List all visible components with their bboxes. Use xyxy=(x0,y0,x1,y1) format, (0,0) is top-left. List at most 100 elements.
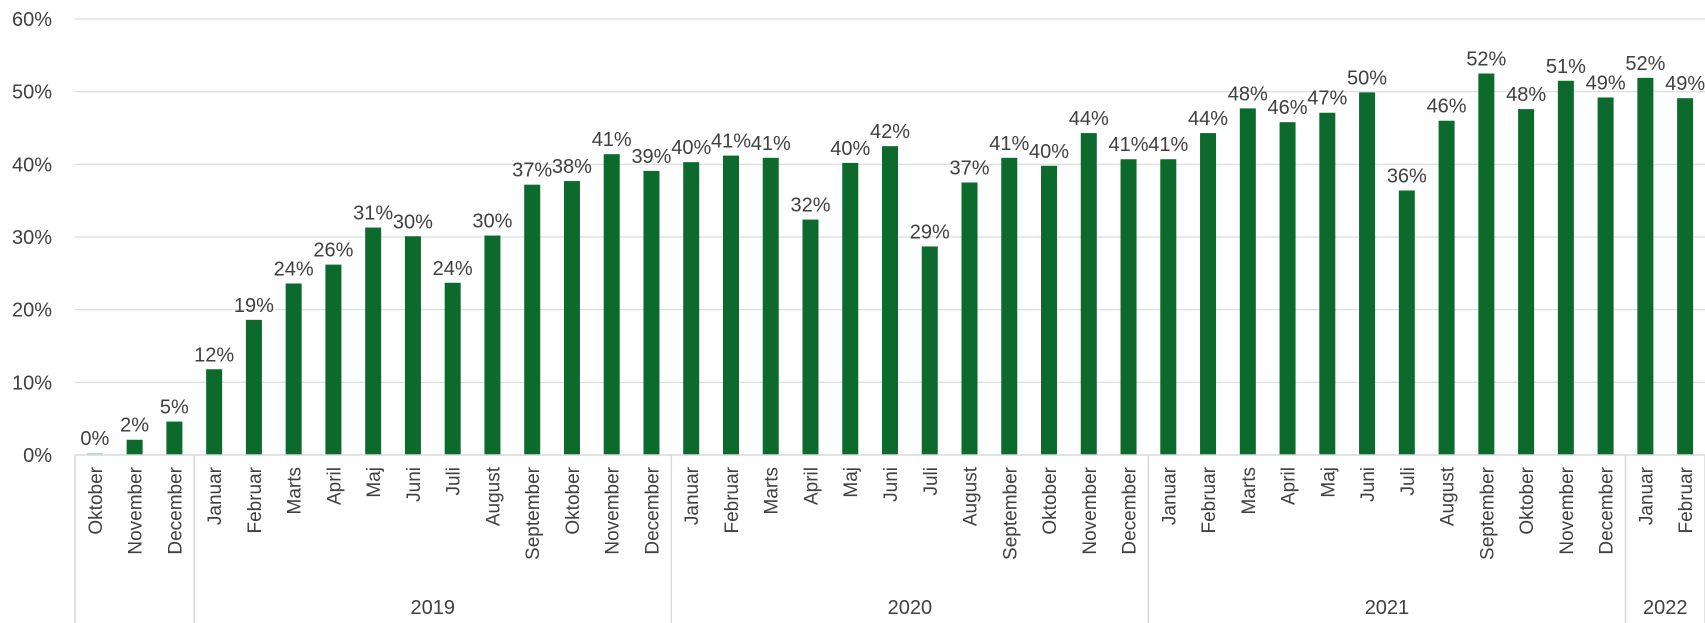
category-label: September xyxy=(1000,466,1021,560)
data-label: 47% xyxy=(1307,88,1347,110)
bar xyxy=(1239,108,1256,455)
data-label: 38% xyxy=(552,156,592,178)
category-label: December xyxy=(165,466,186,554)
bar xyxy=(1001,157,1018,455)
bar xyxy=(842,162,859,455)
y-tick-label: 0% xyxy=(23,445,52,467)
group-label: 2020 xyxy=(888,597,933,619)
bar xyxy=(1518,109,1535,456)
data-label: 48% xyxy=(1228,83,1268,105)
category-label: Juni xyxy=(404,467,425,502)
bar xyxy=(603,154,620,455)
category-label: September xyxy=(523,466,544,560)
category-label: November xyxy=(126,466,147,554)
data-label: 36% xyxy=(1387,165,1427,187)
bar xyxy=(1478,73,1495,455)
category-label: Juni xyxy=(881,467,902,502)
category-label: November xyxy=(1080,466,1101,554)
data-label: 44% xyxy=(1069,108,1109,130)
bar xyxy=(166,421,183,455)
bar xyxy=(325,264,342,455)
bar xyxy=(86,452,103,455)
bar xyxy=(643,170,660,455)
group-label: 2022 xyxy=(1643,597,1688,619)
data-label: 24% xyxy=(274,259,314,281)
bar xyxy=(1637,77,1654,456)
data-label: 41% xyxy=(989,133,1029,155)
data-label: 41% xyxy=(592,129,632,151)
data-label: 50% xyxy=(1347,67,1387,89)
data-label: 49% xyxy=(1665,73,1705,95)
category-label: Juli xyxy=(921,467,942,496)
category-label: Februar xyxy=(722,466,743,533)
data-label: 52% xyxy=(1466,49,1506,71)
bar xyxy=(1041,165,1058,455)
data-label: 30% xyxy=(472,211,512,233)
bars xyxy=(86,73,1694,456)
data-label: 52% xyxy=(1625,53,1665,75)
category-label: Marts xyxy=(1239,467,1260,515)
bar xyxy=(762,157,779,455)
data-label: 41% xyxy=(1109,134,1149,156)
bar xyxy=(563,181,580,455)
bar xyxy=(206,369,223,455)
category-label: April xyxy=(801,467,822,505)
category-label: Januar xyxy=(1636,466,1657,525)
category-label: Januar xyxy=(682,466,703,525)
bar xyxy=(683,162,700,456)
category-label: August xyxy=(961,466,982,526)
group-label: 2021 xyxy=(1365,597,1410,619)
bar xyxy=(126,439,143,455)
data-label: 44% xyxy=(1188,108,1228,130)
category-label: Oktober xyxy=(1040,466,1061,534)
y-tick-label: 40% xyxy=(12,154,52,176)
data-label: 2% xyxy=(120,415,149,437)
data-label: 29% xyxy=(910,221,950,243)
bar xyxy=(1557,80,1574,456)
category-label: September xyxy=(1477,466,1498,560)
data-label: 19% xyxy=(234,295,274,317)
y-axis-ticks: 0% 10% 20% 30% 40% 50% 60% xyxy=(12,9,52,467)
bar xyxy=(1597,97,1614,455)
data-label: 46% xyxy=(1427,96,1467,118)
bar xyxy=(802,219,819,455)
data-label: 39% xyxy=(631,146,671,168)
category-label: November xyxy=(1557,466,1578,554)
y-tick-label: 60% xyxy=(12,9,52,31)
data-label: 41% xyxy=(751,133,791,155)
y-tick-label: 20% xyxy=(12,300,52,322)
y-tick-label: 50% xyxy=(12,82,52,104)
category-label: Oktober xyxy=(563,466,584,534)
data-labels: 0%2%5%12%19%24%26%31% 30%24%30%37% 38%41%3… xyxy=(80,49,1705,450)
data-label: 30% xyxy=(393,211,433,233)
bar xyxy=(1200,133,1217,455)
data-label: 5% xyxy=(160,397,189,419)
category-label: Januar xyxy=(205,466,226,525)
data-label: 46% xyxy=(1268,97,1308,119)
data-label: 41% xyxy=(711,131,751,153)
bar xyxy=(1359,92,1376,455)
data-label: 40% xyxy=(830,138,870,160)
data-label: 48% xyxy=(1506,84,1546,106)
bar xyxy=(484,235,501,455)
category-label: April xyxy=(1279,467,1300,505)
category-label: Maj xyxy=(841,467,862,498)
y-tick-label: 10% xyxy=(12,372,52,394)
category-label: December xyxy=(642,466,663,554)
category-label: December xyxy=(1597,466,1618,554)
data-label: 32% xyxy=(790,195,830,217)
bar xyxy=(285,283,302,455)
category-label: Oktober xyxy=(1517,466,1538,534)
category-label: Oktober xyxy=(86,466,107,534)
bar xyxy=(1677,98,1694,455)
bar xyxy=(1160,159,1177,455)
data-label: 31% xyxy=(353,203,393,225)
data-label: 24% xyxy=(433,258,473,280)
bar xyxy=(1398,190,1415,455)
bar xyxy=(1319,112,1336,456)
category-label: Maj xyxy=(1318,467,1339,498)
data-label: 51% xyxy=(1546,56,1586,78)
category-label: Maj xyxy=(364,467,385,498)
bar xyxy=(921,246,938,455)
